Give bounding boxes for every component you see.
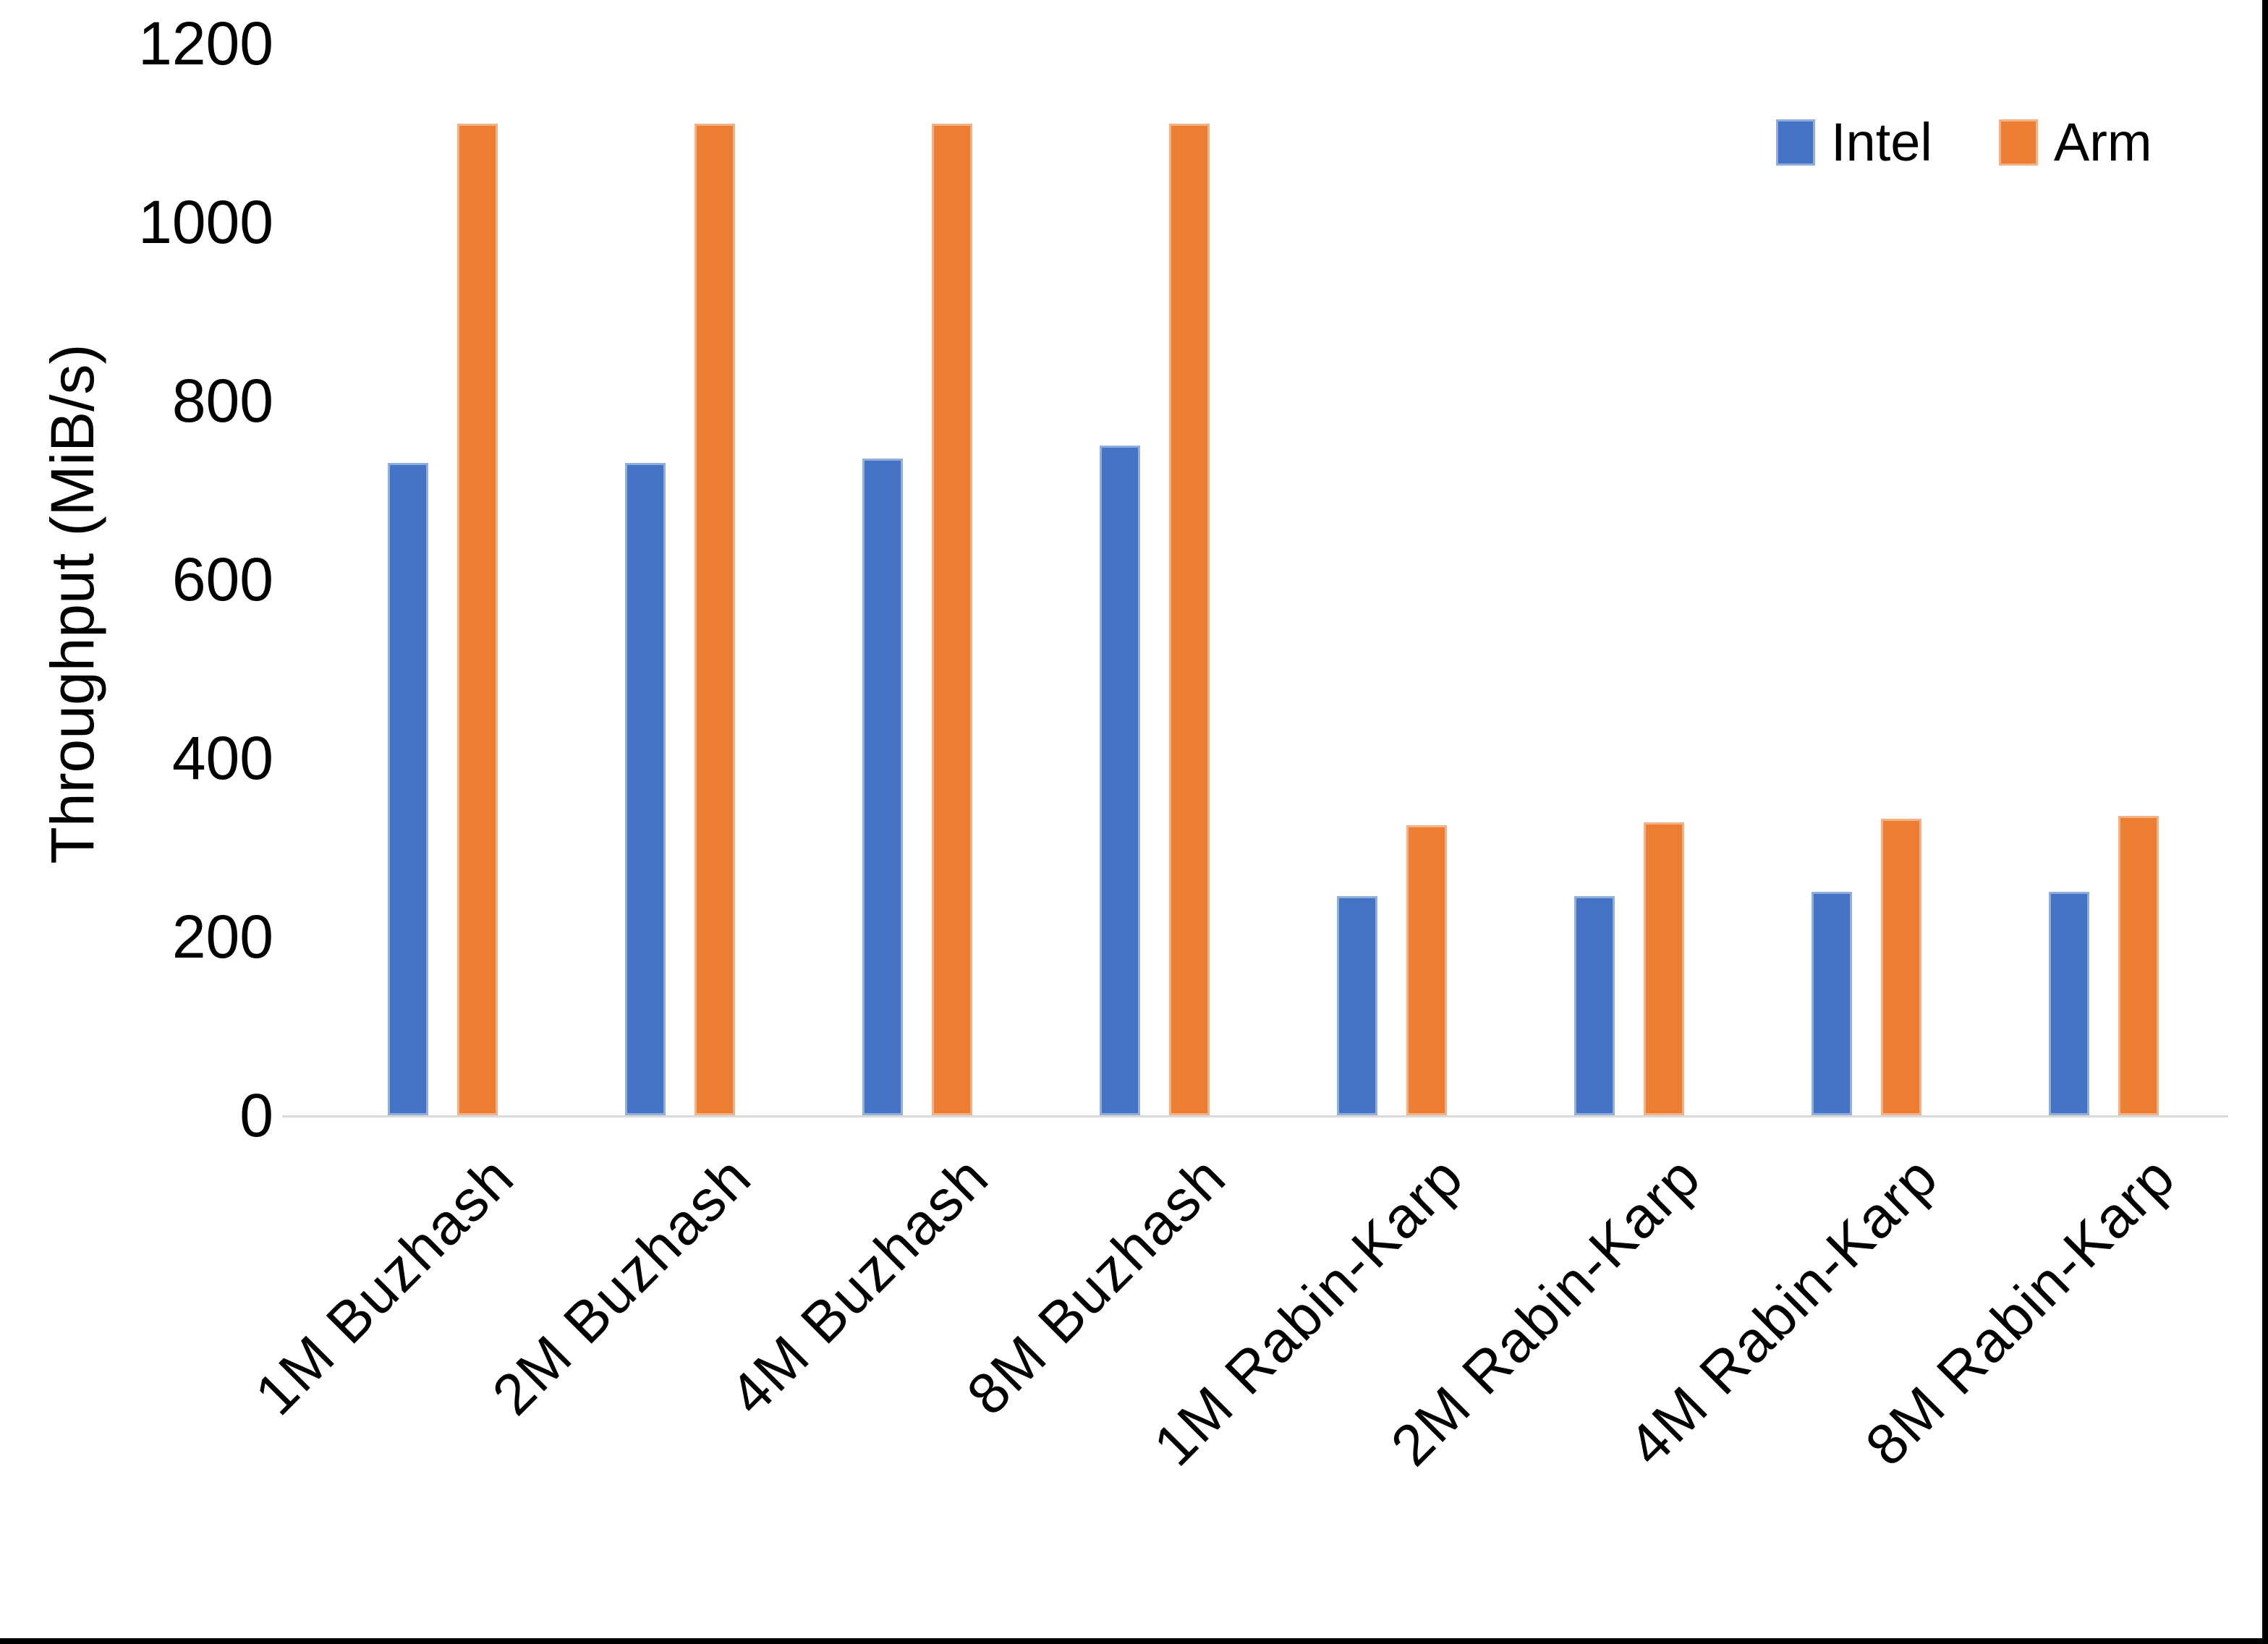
legend-arm-swatch-icon <box>1998 119 2038 166</box>
bar-intel-8m-rabin-karp <box>2049 892 2089 1115</box>
bar-arm-8m-rabin-karp <box>2118 816 2159 1115</box>
legend-item-intel: Intel <box>1776 116 1932 169</box>
legend-item-arm: Arm <box>1998 112 2152 172</box>
bar-arm-1m-buzhash <box>457 124 498 1115</box>
legend-intel-swatch-icon <box>1776 119 1815 166</box>
y-tick-label: 600 <box>171 545 273 613</box>
legend: Intel Arm <box>1776 116 2152 169</box>
y-tick-label: 0 <box>239 1081 273 1149</box>
bar-arm-1m-rabin-karp <box>1406 825 1447 1115</box>
bar-intel-2m-rabin-karp <box>1574 896 1615 1115</box>
bar-intel-4m-rabin-karp <box>1812 892 1852 1115</box>
bar-intel-1m-rabin-karp <box>1337 896 1377 1115</box>
y-tick-label: 1000 <box>138 188 273 256</box>
bar-intel-2m-buzhash <box>625 463 666 1115</box>
bar-intel-1m-buzhash <box>388 463 428 1115</box>
legend-intel-label: Intel <box>1831 112 1932 172</box>
x-axis-line <box>282 1115 2228 1117</box>
bar-arm-4m-buzhash <box>932 124 972 1115</box>
legend-arm-label: Arm <box>2053 112 2152 172</box>
y-tick-label: 1200 <box>138 9 273 77</box>
bar-arm-2m-buzhash <box>695 124 735 1115</box>
screenshot-right-border <box>2262 0 2268 1644</box>
y-tick-label: 800 <box>171 367 273 435</box>
bar-arm-8m-buzhash <box>1169 124 1210 1115</box>
bar-intel-8m-buzhash <box>1100 445 1140 1115</box>
bar-arm-4m-rabin-karp <box>1881 818 1921 1115</box>
bar-intel-4m-buzhash <box>862 459 903 1115</box>
screenshot-bottom-border <box>0 1638 2268 1644</box>
y-tick-label: 200 <box>171 903 273 971</box>
y-tick-label: 400 <box>171 724 273 792</box>
bar-arm-2m-rabin-karp <box>1644 822 1684 1115</box>
